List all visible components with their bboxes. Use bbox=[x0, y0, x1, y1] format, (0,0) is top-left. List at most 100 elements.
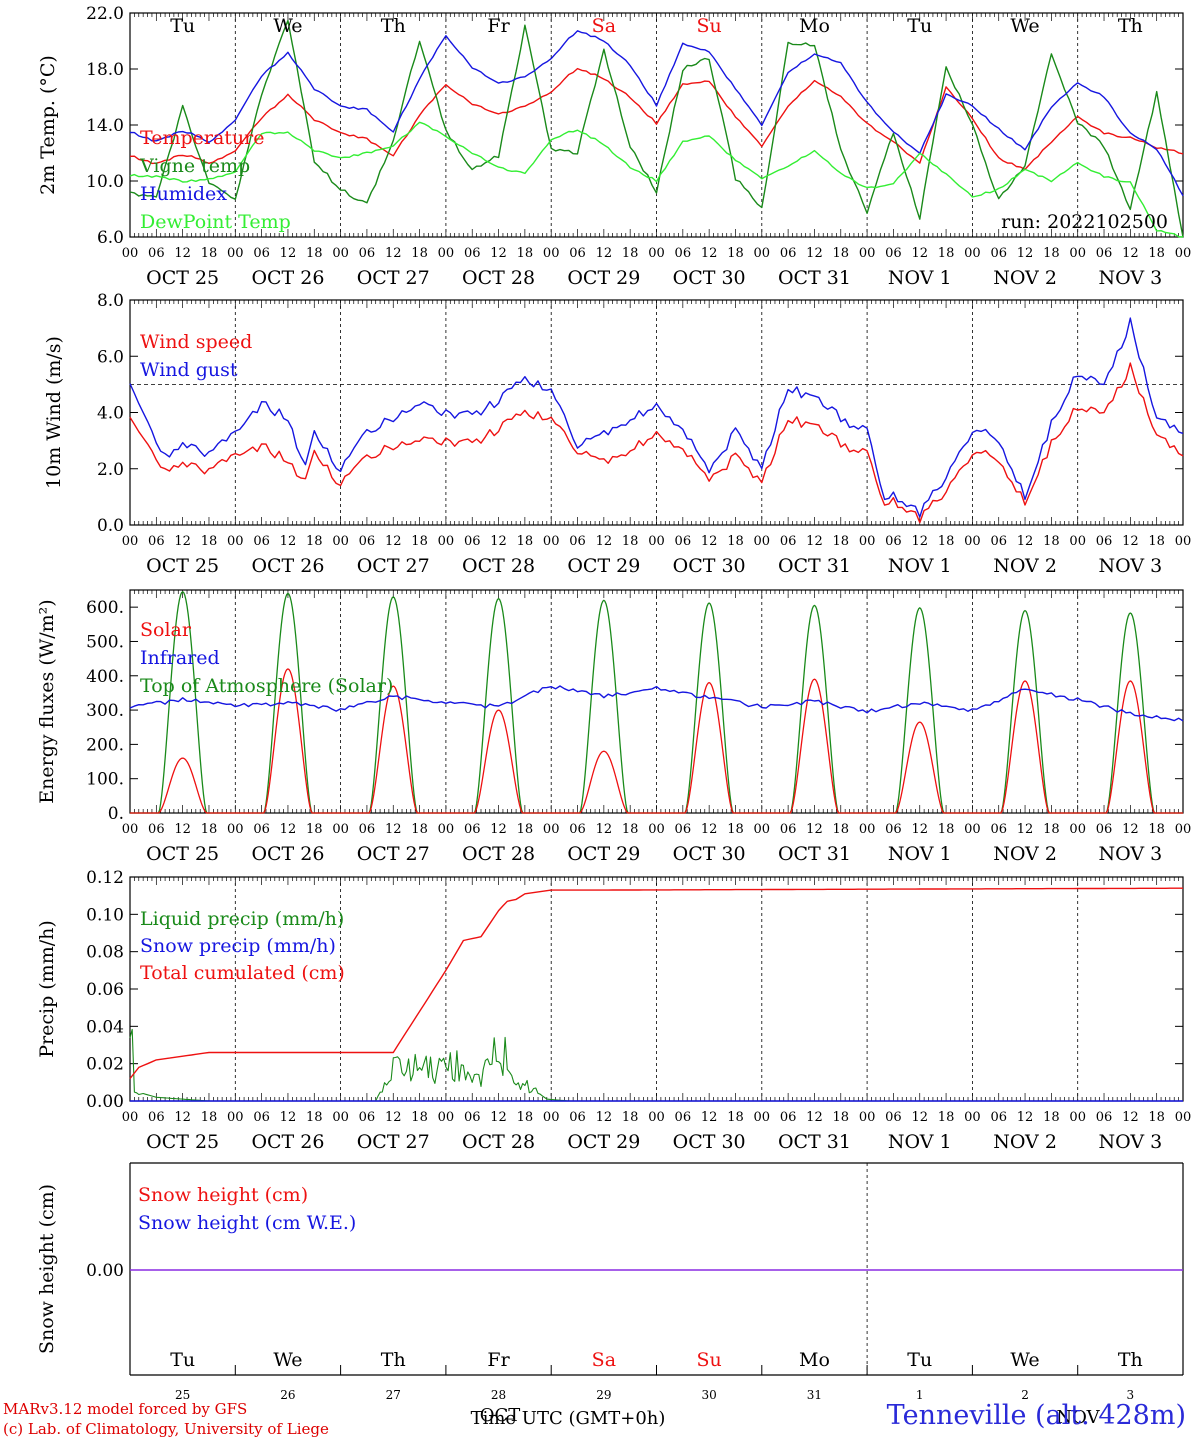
hour-tick-label: 06 bbox=[675, 1110, 692, 1125]
hour-tick-label: 00 bbox=[543, 1110, 560, 1125]
hour-tick-label: 00 bbox=[1069, 822, 1086, 837]
date-label: OCT 27 bbox=[357, 1131, 430, 1153]
hour-tick-label: 06 bbox=[148, 246, 165, 261]
hour-tick-label: 06 bbox=[253, 1110, 270, 1125]
legend-entry: Temperature bbox=[140, 127, 264, 149]
day-number: 30 bbox=[702, 1388, 717, 1402]
weekday-label: Mo bbox=[799, 15, 830, 37]
hour-tick-label: 00 bbox=[332, 1110, 349, 1125]
hour-tick-label: 00 bbox=[1069, 1110, 1086, 1125]
weekday-label: Th bbox=[381, 1349, 406, 1371]
hour-tick-label: 06 bbox=[990, 534, 1007, 549]
date-label: OCT 31 bbox=[778, 843, 851, 865]
weekday-label: We bbox=[1010, 15, 1039, 37]
y-tick-label: 0.06 bbox=[86, 980, 124, 1000]
hour-tick-label: 06 bbox=[990, 1110, 1007, 1125]
date-label: OCT 28 bbox=[462, 843, 535, 865]
date-label: OCT 26 bbox=[251, 1131, 324, 1153]
y-tick-label: 0.00 bbox=[86, 1092, 124, 1112]
date-label: NOV 1 bbox=[888, 1131, 952, 1153]
hour-tick-label: 12 bbox=[806, 534, 823, 549]
x-axis-title: Time UTC (GMT+0h) bbox=[471, 1408, 666, 1429]
y-tick-label: 400. bbox=[86, 667, 124, 687]
hour-tick-label: 12 bbox=[911, 534, 928, 549]
month-label: NOV bbox=[1056, 1407, 1100, 1428]
hour-tick-label: 00 bbox=[754, 1110, 771, 1125]
hour-tick-label: 00 bbox=[332, 246, 349, 261]
date-label: OCT 25 bbox=[146, 555, 219, 577]
y-tick-label: 18.0 bbox=[86, 60, 124, 80]
legend-entry: Snow height (cm W.E.) bbox=[138, 1212, 356, 1234]
y-tick-label: 4.0 bbox=[97, 404, 124, 424]
hour-tick-label: 06 bbox=[675, 822, 692, 837]
hour-tick-label: 06 bbox=[253, 534, 270, 549]
hour-tick-label: 12 bbox=[1122, 822, 1139, 837]
day-number: 26 bbox=[280, 1388, 295, 1402]
series-line-1 bbox=[129, 317, 1184, 518]
hour-tick-label: 12 bbox=[806, 822, 823, 837]
date-label: NOV 3 bbox=[1098, 843, 1162, 865]
date-label: NOV 1 bbox=[888, 843, 952, 865]
date-label: OCT 28 bbox=[462, 267, 535, 289]
hour-tick-label: 06 bbox=[1096, 246, 1113, 261]
legend-entry: Humidex bbox=[140, 183, 227, 205]
date-label: OCT 26 bbox=[251, 555, 324, 577]
weekday-label: Th bbox=[381, 15, 406, 37]
y-axis-title: 2m Temp. (°C) bbox=[37, 55, 59, 195]
hour-tick-label: 12 bbox=[280, 534, 297, 549]
legend-entry: Liquid precip (mm/h) bbox=[140, 908, 344, 930]
hour-tick-label: 00 bbox=[1175, 246, 1192, 261]
hour-tick-label: 12 bbox=[596, 246, 613, 261]
y-axis-title: Energy fluxes (W/m²) bbox=[36, 599, 58, 803]
day-number: 2 bbox=[1021, 1388, 1029, 1402]
hour-tick-label: 06 bbox=[359, 1110, 376, 1125]
hour-tick-label: 18 bbox=[201, 246, 218, 261]
hour-tick-label: 06 bbox=[464, 534, 481, 549]
date-label: OCT 30 bbox=[673, 555, 746, 577]
hour-tick-label: 18 bbox=[727, 534, 744, 549]
hour-tick-label: 06 bbox=[675, 246, 692, 261]
hour-tick-label: 18 bbox=[306, 1110, 323, 1125]
hour-tick-label: 06 bbox=[885, 1110, 902, 1125]
hour-tick-label: 00 bbox=[227, 534, 244, 549]
hour-tick-label: 18 bbox=[517, 822, 534, 837]
hour-tick-label: 18 bbox=[833, 534, 850, 549]
date-label: OCT 30 bbox=[673, 843, 746, 865]
date-label: OCT 27 bbox=[357, 843, 430, 865]
hour-tick-label: 06 bbox=[780, 1110, 797, 1125]
legend-entry: DewPoint Temp bbox=[140, 211, 291, 233]
weekday-label: We bbox=[273, 1349, 302, 1371]
date-label: OCT 26 bbox=[251, 843, 324, 865]
series-line-2 bbox=[129, 30, 1184, 197]
date-label: OCT 31 bbox=[778, 1131, 851, 1153]
hour-tick-label: 12 bbox=[280, 1110, 297, 1125]
y-tick-label: 10.0 bbox=[86, 172, 124, 192]
y-tick-label: 100. bbox=[86, 770, 124, 790]
hour-tick-label: 06 bbox=[569, 822, 586, 837]
hour-tick-label: 18 bbox=[833, 1110, 850, 1125]
hour-tick-label: 00 bbox=[859, 822, 876, 837]
hour-tick-label: 06 bbox=[885, 246, 902, 261]
y-tick-label: 0.12 bbox=[86, 868, 124, 888]
hour-tick-label: 00 bbox=[1175, 822, 1192, 837]
y-tick-label: 8.0 bbox=[97, 291, 124, 311]
y-tick-label: 0.0 bbox=[97, 516, 124, 536]
weekday-label: We bbox=[1010, 1349, 1039, 1371]
day-number: 29 bbox=[596, 1388, 611, 1402]
series-line-1 bbox=[129, 19, 1184, 238]
weekday-label: Tu bbox=[907, 15, 932, 37]
hour-tick-label: 06 bbox=[148, 1110, 165, 1125]
hour-tick-label: 00 bbox=[964, 822, 981, 837]
date-label: OCT 31 bbox=[778, 267, 851, 289]
hour-tick-label: 18 bbox=[306, 246, 323, 261]
hour-tick-label: 12 bbox=[701, 246, 718, 261]
hour-tick-label: 12 bbox=[1017, 534, 1034, 549]
day-number: 3 bbox=[1127, 1388, 1135, 1402]
hour-tick-label: 00 bbox=[648, 1110, 665, 1125]
hour-tick-label: 18 bbox=[517, 534, 534, 549]
hour-tick-label: 00 bbox=[648, 534, 665, 549]
y-tick-label: 500. bbox=[86, 632, 124, 652]
hour-tick-label: 00 bbox=[1069, 246, 1086, 261]
y-tick-label: 6.0 bbox=[97, 228, 124, 248]
y-tick-label: 0.04 bbox=[86, 1017, 124, 1037]
